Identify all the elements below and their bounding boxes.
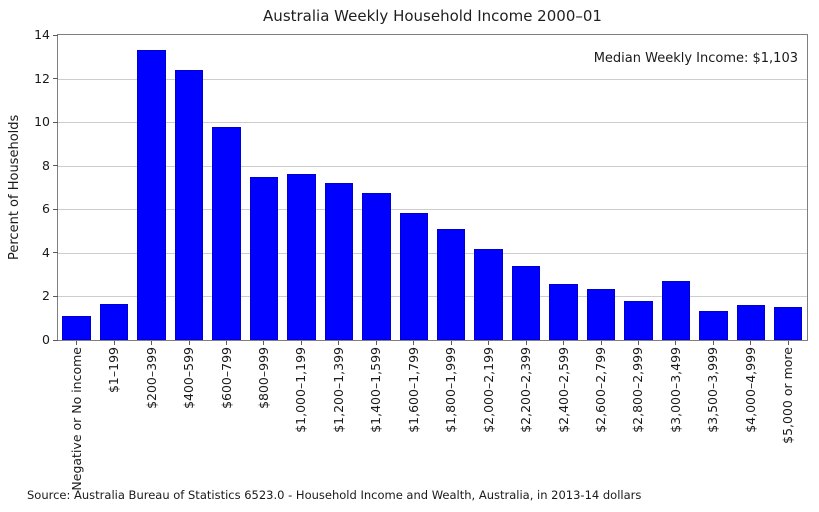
bar-9 <box>399 212 428 340</box>
x-tick-label: $1,600–1,799 <box>405 347 421 433</box>
x-tick-mark <box>563 341 565 345</box>
bar-14 <box>586 288 616 340</box>
x-tick-label: $2,600–2,799 <box>593 347 609 433</box>
x-tick-label: $2,200–2,399 <box>518 347 534 433</box>
x-tick-label: $2,400–2,599 <box>555 347 571 433</box>
y-tick-label: 14 <box>34 27 50 42</box>
x-tick-label: $1,800–1,999 <box>443 347 459 433</box>
x-tick-mark <box>113 341 115 345</box>
y-tick-mark <box>53 252 58 254</box>
x-tick-label: $600–799 <box>218 347 234 409</box>
x-tick-label: $200–399 <box>143 347 159 409</box>
y-tick-label: 10 <box>34 114 50 130</box>
median-annotation: Median Weekly Income: $1,103 <box>593 51 798 66</box>
y-tick-mark <box>53 121 58 123</box>
gridline-6 <box>58 209 807 211</box>
gridline-12 <box>58 78 807 80</box>
x-tick-mark <box>450 341 452 345</box>
x-tick-mark <box>525 341 527 345</box>
bar-1 <box>99 304 129 340</box>
bar-18 <box>736 305 766 340</box>
x-tick-mark <box>151 341 153 345</box>
y-tick-mark <box>53 295 58 297</box>
x-tick-label: $2,800–2,999 <box>630 347 646 433</box>
bar-2 <box>137 50 166 340</box>
x-tick-mark <box>263 341 265 345</box>
y-tick-label: 0 <box>42 332 50 347</box>
y-tick-label: 12 <box>34 70 50 86</box>
bar-8 <box>362 192 391 340</box>
chart-title: Australia Weekly Household Income 2000–0… <box>263 7 602 25</box>
bar-5 <box>249 176 279 340</box>
y-tick-mark <box>53 165 58 167</box>
gridline-8 <box>58 165 807 167</box>
bar-12 <box>511 265 541 340</box>
x-tick-label: $3,000–3,499 <box>667 347 683 433</box>
gridline-2 <box>58 296 807 298</box>
bar-17 <box>699 310 728 340</box>
bar-15 <box>624 300 653 340</box>
y-tick-mark <box>53 208 58 210</box>
x-tick-mark <box>226 341 228 345</box>
x-tick-mark <box>600 341 602 345</box>
x-tick-mark <box>712 341 714 345</box>
source-caption: Source: Australia Bureau of Statistics 6… <box>27 488 642 502</box>
bar-0 <box>62 316 91 340</box>
y-tick-mark <box>53 34 58 36</box>
bar-10 <box>436 228 466 340</box>
x-tick-label: $1,000–1,199 <box>293 347 309 433</box>
x-tick-mark <box>787 341 789 345</box>
x-tick-mark <box>375 341 377 345</box>
bar-6 <box>287 174 316 340</box>
x-tick-mark <box>413 341 415 345</box>
x-tick-label: $3,500–3,999 <box>705 347 721 433</box>
x-tick-label: $800–999 <box>255 347 271 409</box>
y-tick-label: 8 <box>42 157 50 173</box>
x-tick-mark <box>488 341 490 345</box>
x-tick-label: Negative or No income <box>68 347 84 491</box>
plot-area: Median Weekly Income: $1,103 <box>57 34 808 341</box>
x-tick-mark <box>188 341 190 345</box>
y-tick-mark <box>53 78 58 80</box>
gridline-10 <box>58 122 807 124</box>
y-tick-mark <box>53 339 58 341</box>
bar-11 <box>474 248 503 340</box>
x-tick-label: $4,000–4,999 <box>742 347 758 433</box>
x-tick-mark <box>637 341 639 345</box>
x-tick-label: $400–599 <box>181 347 197 409</box>
x-tick-mark <box>300 341 302 345</box>
y-tick-label: 2 <box>42 288 50 304</box>
x-tick-mark <box>76 341 78 345</box>
x-tick-mark <box>338 341 340 345</box>
x-tick-mark <box>675 341 677 345</box>
gridline-4 <box>58 252 807 254</box>
x-tick-label: $1–199 <box>106 347 122 394</box>
bar-3 <box>174 69 204 340</box>
bar-13 <box>549 284 578 340</box>
x-tick-label: $1,200–1,399 <box>330 347 346 433</box>
bar-16 <box>661 281 691 340</box>
x-tick-mark <box>750 341 752 345</box>
bar-7 <box>324 183 354 340</box>
x-tick-label: $5,000 or more <box>780 347 796 444</box>
bar-4 <box>212 126 241 340</box>
x-tick-label: $2,000–2,199 <box>480 347 496 433</box>
x-tick-label: $1,400–1,599 <box>368 347 384 433</box>
y-tick-label: 6 <box>42 201 50 217</box>
y-tick-label: 4 <box>42 244 50 260</box>
bar-19 <box>774 307 803 340</box>
